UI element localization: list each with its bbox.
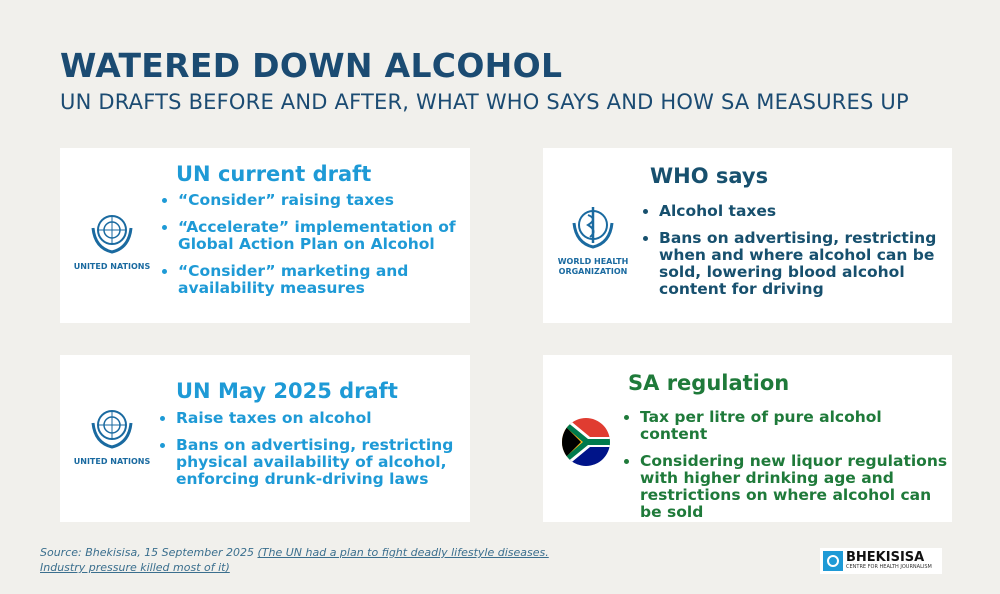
bullet-list: “Consider” raising taxes “Accelerate” imp… xyxy=(160,192,458,307)
title: WATERED DOWN ALCOHOL xyxy=(60,46,563,85)
brand-name: BHEKISISA xyxy=(846,550,925,565)
logo-caption: UNITED NATIONS xyxy=(73,457,151,466)
bullet: Bans on advertising, restricting when an… xyxy=(659,230,944,298)
card-title: WHO says xyxy=(650,164,769,188)
source-link[interactable]: (The UN had a plan to fight deadly lifes… xyxy=(40,546,549,574)
bullet: Raise taxes on alcohol xyxy=(176,410,466,427)
card-title: UN current draft xyxy=(176,162,372,186)
card: WORLD HEALTH ORGANIZATION WHO says Alcoh… xyxy=(543,148,952,323)
bullet-list: Alcohol taxes Bans on advertising, restri… xyxy=(641,203,944,308)
bullet: Tax per litre of pure alcohol content xyxy=(640,409,950,443)
brand-logo: BHEKISISA CENTRE FOR HEALTH JOURNALISM xyxy=(820,548,942,574)
bullet: Bans on advertising, restricting physica… xyxy=(176,437,466,488)
sa-flag xyxy=(562,418,610,466)
bullet: “Consider” raising taxes xyxy=(178,192,458,209)
bullet-list: Tax per litre of pure alcohol content Con… xyxy=(622,409,950,531)
bullet: Alcohol taxes xyxy=(659,203,944,220)
subtitle: UN DRAFTS BEFORE AND AFTER, WHAT WHO SAY… xyxy=(60,90,909,114)
bullet: Considering new liquor regulations with … xyxy=(640,453,950,521)
bullet: “Consider” marketing and availability me… xyxy=(178,263,458,297)
who-logo: WORLD HEALTH ORGANIZATION xyxy=(553,203,633,277)
card: UNITED NATIONS UN current draft “Conside… xyxy=(60,148,470,323)
card: SA regulation Tax per litre of pure alco… xyxy=(543,355,952,522)
un-logo: UNITED NATIONS xyxy=(72,208,152,272)
brand-tagline: CENTRE FOR HEALTH JOURNALISM xyxy=(846,564,932,570)
logo-caption: WORLD HEALTH ORGANIZATION xyxy=(557,257,629,276)
card: UNITED NATIONS UN May 2025 draft Raise t… xyxy=(60,355,470,522)
un-logo: UNITED NATIONS xyxy=(72,403,152,467)
bullet-list: Raise taxes on alcohol Bans on advertisin… xyxy=(158,410,466,498)
card-title: UN May 2025 draft xyxy=(176,379,398,403)
logo-caption: UNITED NATIONS xyxy=(73,262,151,271)
source-text: Source: Bhekisisa, 15 September 2025 xyxy=(40,546,254,559)
bullet: “Accelerate” implementation of Global Ac… xyxy=(178,219,458,253)
source: Source: Bhekisisa, 15 September 2025 (Th… xyxy=(40,545,560,575)
card-title: SA regulation xyxy=(628,371,790,395)
